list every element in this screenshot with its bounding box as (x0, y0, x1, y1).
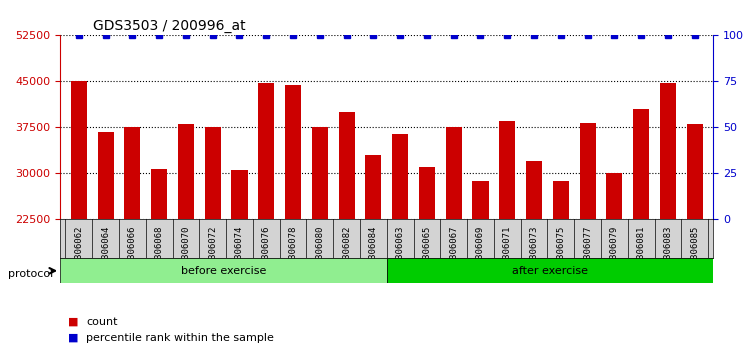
Text: GSM306066: GSM306066 (128, 225, 137, 274)
Bar (633, 109, 649, 354)
Bar (285, 85, 301, 354)
Text: GSM306078: GSM306078 (288, 225, 297, 274)
Bar (553, 182, 569, 354)
FancyBboxPatch shape (387, 258, 713, 283)
Bar (580, 123, 596, 354)
Text: GSM306081: GSM306081 (637, 225, 646, 274)
Bar (151, 169, 167, 354)
Text: GSM306083: GSM306083 (663, 225, 672, 274)
Bar (686, 124, 703, 354)
Text: GSM306085: GSM306085 (690, 225, 699, 274)
Bar (365, 155, 382, 354)
Text: GSM306076: GSM306076 (262, 225, 271, 274)
Bar (606, 173, 623, 354)
FancyBboxPatch shape (60, 258, 387, 283)
Text: GSM306071: GSM306071 (502, 225, 511, 274)
Text: GSM306077: GSM306077 (583, 225, 592, 274)
Bar (98, 132, 113, 354)
Bar (339, 112, 354, 354)
Text: before exercise: before exercise (181, 266, 266, 276)
Text: GSM306069: GSM306069 (476, 225, 485, 274)
Bar (231, 170, 248, 354)
Text: GSM306072: GSM306072 (208, 225, 217, 274)
Bar (419, 167, 435, 354)
Text: GSM306073: GSM306073 (529, 225, 538, 274)
Text: after exercise: after exercise (512, 266, 588, 276)
Bar (258, 82, 274, 354)
Bar (71, 81, 87, 354)
Bar (178, 124, 194, 354)
Text: GSM306079: GSM306079 (610, 225, 619, 274)
Text: GSM306065: GSM306065 (422, 225, 431, 274)
Text: GSM306063: GSM306063 (396, 225, 405, 274)
Bar (526, 161, 542, 354)
Bar (499, 121, 515, 354)
Text: GSM306064: GSM306064 (101, 225, 110, 274)
Bar (312, 127, 328, 354)
Text: count: count (86, 317, 118, 327)
Text: GSM306070: GSM306070 (182, 225, 191, 274)
Bar (125, 127, 140, 354)
Bar (472, 182, 488, 354)
Text: percentile rank within the sample: percentile rank within the sample (86, 333, 274, 343)
Text: GDS3503 / 200996_at: GDS3503 / 200996_at (93, 19, 246, 33)
Text: GSM306074: GSM306074 (235, 225, 244, 274)
Bar (205, 127, 221, 354)
Text: GSM306062: GSM306062 (74, 225, 83, 274)
Text: GSM306067: GSM306067 (449, 225, 458, 274)
Text: protocol: protocol (8, 269, 53, 279)
Bar (392, 134, 409, 354)
Text: ■: ■ (68, 317, 78, 327)
Text: GSM306068: GSM306068 (155, 225, 164, 274)
Bar (660, 82, 676, 354)
Text: GSM306084: GSM306084 (369, 225, 378, 274)
Text: GSM306082: GSM306082 (342, 225, 351, 274)
Bar (445, 127, 462, 354)
Text: GSM306080: GSM306080 (315, 225, 324, 274)
Text: GSM306075: GSM306075 (556, 225, 566, 274)
Text: ■: ■ (68, 333, 78, 343)
